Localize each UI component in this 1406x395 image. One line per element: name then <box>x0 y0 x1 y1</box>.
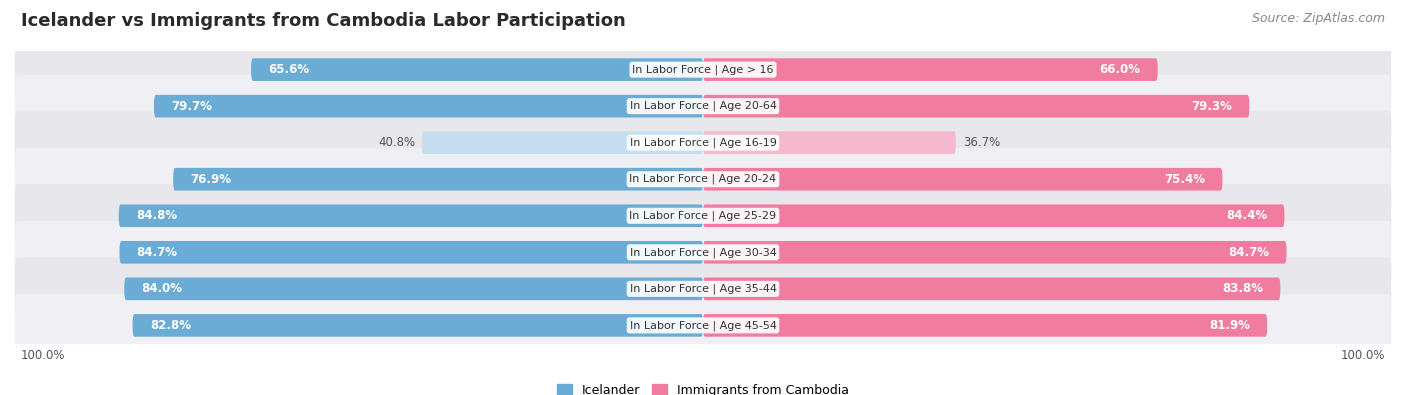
Text: 100.0%: 100.0% <box>1340 349 1385 362</box>
Text: 36.7%: 36.7% <box>963 136 1000 149</box>
Text: In Labor Force | Age 25-29: In Labor Force | Age 25-29 <box>630 211 776 221</box>
Text: In Labor Force | Age 20-64: In Labor Force | Age 20-64 <box>630 101 776 111</box>
Text: 79.3%: 79.3% <box>1191 100 1232 113</box>
Text: 84.0%: 84.0% <box>142 282 183 295</box>
FancyBboxPatch shape <box>703 205 1285 227</box>
Text: 75.4%: 75.4% <box>1164 173 1205 186</box>
Text: 82.8%: 82.8% <box>150 319 191 332</box>
FancyBboxPatch shape <box>703 278 1281 300</box>
FancyBboxPatch shape <box>173 168 703 190</box>
FancyBboxPatch shape <box>118 205 703 227</box>
Text: Icelander vs Immigrants from Cambodia Labor Participation: Icelander vs Immigrants from Cambodia La… <box>21 12 626 30</box>
Text: In Labor Force | Age 30-34: In Labor Force | Age 30-34 <box>630 247 776 258</box>
Text: 83.8%: 83.8% <box>1222 282 1263 295</box>
Text: 84.7%: 84.7% <box>136 246 177 259</box>
FancyBboxPatch shape <box>703 132 956 154</box>
Text: 84.4%: 84.4% <box>1226 209 1267 222</box>
FancyBboxPatch shape <box>422 132 703 154</box>
FancyBboxPatch shape <box>14 148 1392 211</box>
FancyBboxPatch shape <box>14 184 1392 247</box>
FancyBboxPatch shape <box>132 314 703 337</box>
Text: 76.9%: 76.9% <box>190 173 232 186</box>
Text: Source: ZipAtlas.com: Source: ZipAtlas.com <box>1251 12 1385 25</box>
Text: 79.7%: 79.7% <box>172 100 212 113</box>
FancyBboxPatch shape <box>703 314 1267 337</box>
FancyBboxPatch shape <box>14 111 1392 174</box>
FancyBboxPatch shape <box>14 221 1392 284</box>
FancyBboxPatch shape <box>703 95 1250 117</box>
Text: 66.0%: 66.0% <box>1099 63 1140 76</box>
Text: In Labor Force | Age 20-24: In Labor Force | Age 20-24 <box>630 174 776 184</box>
Text: In Labor Force | Age 45-54: In Labor Force | Age 45-54 <box>630 320 776 331</box>
FancyBboxPatch shape <box>703 58 1157 81</box>
Text: 84.8%: 84.8% <box>136 209 177 222</box>
Text: 81.9%: 81.9% <box>1209 319 1250 332</box>
FancyBboxPatch shape <box>703 241 1286 263</box>
FancyBboxPatch shape <box>14 38 1392 101</box>
Text: In Labor Force | Age 35-44: In Labor Force | Age 35-44 <box>630 284 776 294</box>
FancyBboxPatch shape <box>703 168 1222 190</box>
Legend: Icelander, Immigrants from Cambodia: Icelander, Immigrants from Cambodia <box>551 379 855 395</box>
FancyBboxPatch shape <box>153 95 703 117</box>
Text: 84.7%: 84.7% <box>1229 246 1270 259</box>
Text: 65.6%: 65.6% <box>269 63 309 76</box>
FancyBboxPatch shape <box>14 294 1392 357</box>
FancyBboxPatch shape <box>14 75 1392 137</box>
FancyBboxPatch shape <box>124 278 703 300</box>
FancyBboxPatch shape <box>252 58 703 81</box>
FancyBboxPatch shape <box>120 241 703 263</box>
FancyBboxPatch shape <box>14 258 1392 320</box>
Text: 40.8%: 40.8% <box>378 136 415 149</box>
Text: 100.0%: 100.0% <box>21 349 66 362</box>
Text: In Labor Force | Age > 16: In Labor Force | Age > 16 <box>633 64 773 75</box>
Text: In Labor Force | Age 16-19: In Labor Force | Age 16-19 <box>630 137 776 148</box>
